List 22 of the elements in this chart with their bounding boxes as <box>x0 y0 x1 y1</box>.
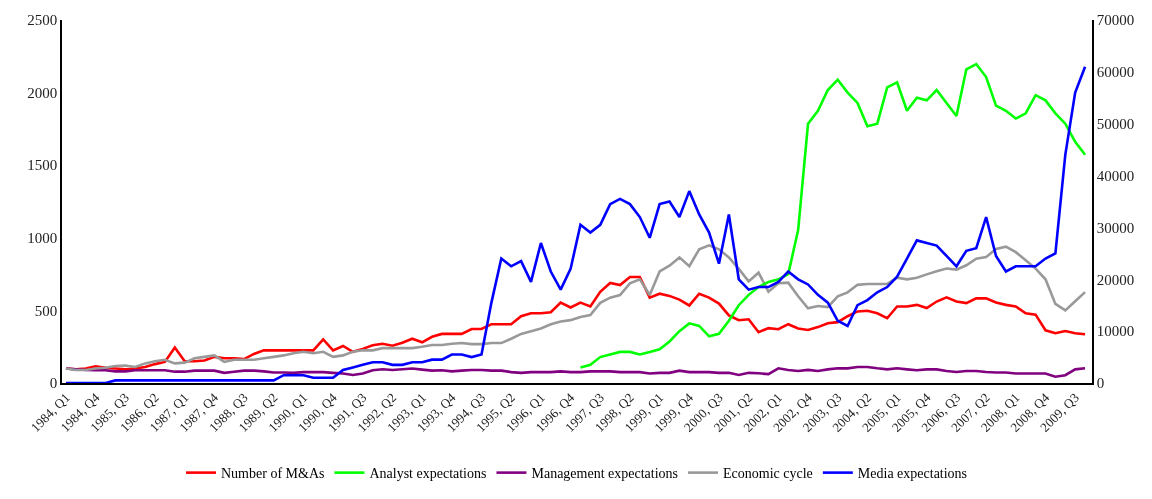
legend-label: Economic cycle <box>723 466 813 482</box>
y-tick-label: 1500 <box>27 157 58 174</box>
y2-tick-label: 30000 <box>1096 219 1135 236</box>
legend-label: Management expectations <box>531 466 679 482</box>
line-series <box>579 62 1087 369</box>
y-tick-label: 2000 <box>27 84 58 101</box>
y2-tick-label: 0 <box>1096 375 1105 392</box>
y2-tick-label: 20000 <box>1096 271 1135 288</box>
y-tick-label: 2500 <box>27 12 58 29</box>
y-tick-label: 0 <box>49 375 58 392</box>
legend-label: Number of M&As <box>221 466 325 482</box>
y2-tick-label: 70000 <box>1096 12 1135 29</box>
line-series <box>64 65 1087 383</box>
legend-label: Media expectations <box>857 466 968 482</box>
legend-label: Analyst expectations <box>369 466 487 482</box>
y-tick-label: 1000 <box>27 230 58 247</box>
y2-tick-label: 60000 <box>1096 64 1135 81</box>
y2-tick-label: 50000 <box>1096 115 1135 132</box>
y2-tick-label: 10000 <box>1096 323 1135 340</box>
y2-tick-label: 40000 <box>1096 167 1135 184</box>
line-series <box>64 244 1087 372</box>
y-tick-label: 500 <box>34 302 58 319</box>
